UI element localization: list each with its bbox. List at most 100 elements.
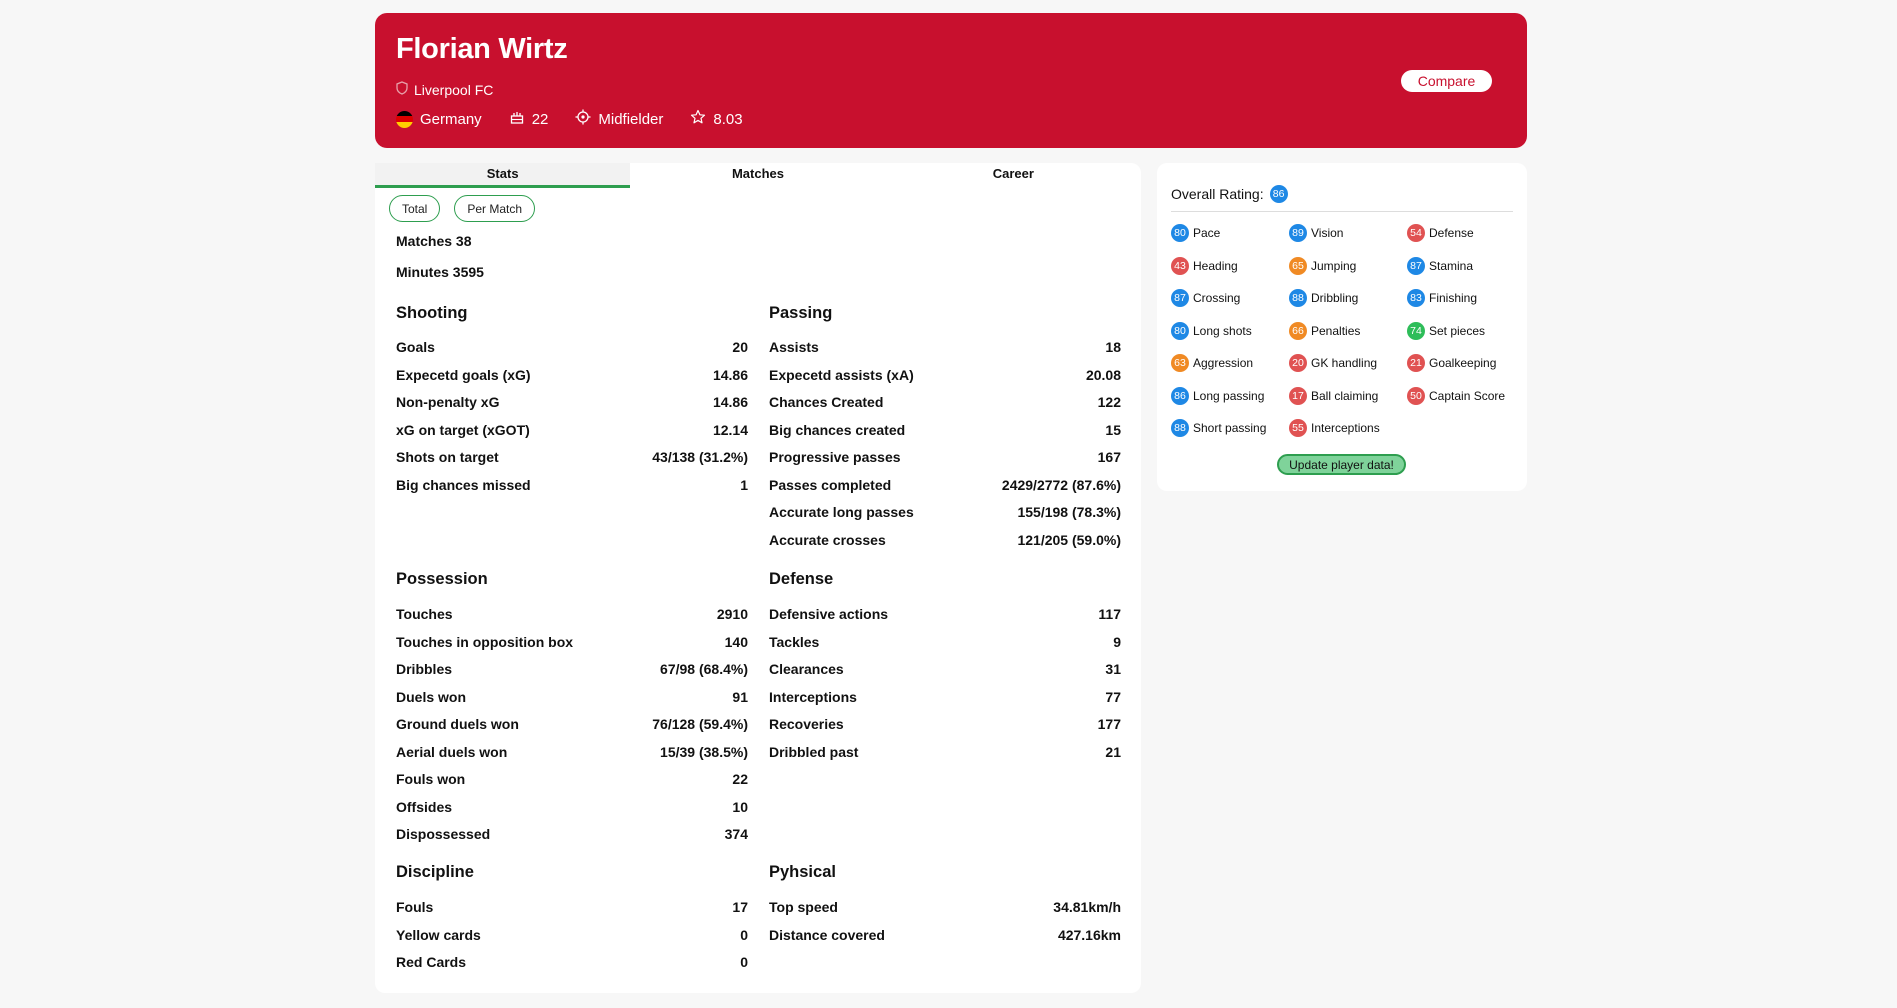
stat-row: Dribbled past 21 xyxy=(769,742,1121,770)
nationality: Germany xyxy=(396,110,482,128)
attribute-badge: 54 xyxy=(1407,224,1425,242)
stat-row: Fouls won 22 xyxy=(396,769,748,797)
stat-value: 91 xyxy=(732,688,748,705)
stat-value: 22 xyxy=(732,771,748,787)
stat-value: 0 xyxy=(740,954,748,970)
attribute-name: Vision xyxy=(1311,226,1344,240)
stat-value: 427.16km xyxy=(1057,926,1121,943)
crosshair-icon xyxy=(575,109,591,129)
stat-label: Defensive actions xyxy=(769,606,889,622)
possession-list: Touches 2910 Touches in opposition box 140 D… xyxy=(396,604,748,852)
stat-label: Offsides xyxy=(396,798,453,815)
stat-value: 34.81km/h xyxy=(1053,899,1121,915)
stat-label: Aerial duels won xyxy=(396,743,508,760)
attribute-item: 54 Defense xyxy=(1407,224,1525,242)
stat-value: 15 xyxy=(1105,421,1121,438)
attribute-name: Goalkeeping xyxy=(1429,356,1497,370)
attribute-name: Defense xyxy=(1429,226,1474,240)
attribute-name: Long passing xyxy=(1193,388,1265,403)
tab-bar: Stats Matches Career xyxy=(375,163,1141,188)
stat-value: 20 xyxy=(732,339,748,355)
compare-button[interactable]: Compare xyxy=(1401,70,1492,92)
stat-row: Defensive actions 117 xyxy=(769,604,1121,632)
passing-list: Assists 18 Expecetd assists (xA) 20.08 Chanc… xyxy=(769,337,1121,557)
attribute-badge: 20 xyxy=(1289,354,1307,372)
attribute-item: 86 Long passing xyxy=(1171,386,1289,405)
total-toggle[interactable]: Total xyxy=(389,195,441,222)
stat-label: Chances Created xyxy=(769,394,884,410)
stat-value: 9 xyxy=(1113,633,1121,650)
stat-row: Expecetd goals (xG) 14.86 xyxy=(396,365,748,393)
stat-label: Recoveries xyxy=(769,716,844,732)
attribute-badge: 88 xyxy=(1289,289,1307,307)
stat-row: Chances Created 122 xyxy=(769,392,1121,420)
stat-row: xG on target (xGOT) 12.14 xyxy=(396,420,748,448)
attribute-badge: 87 xyxy=(1407,256,1425,275)
stat-value: 122 xyxy=(1097,394,1121,410)
attribute-item: 88 Short passing xyxy=(1171,419,1289,437)
stat-label: Dispossessed xyxy=(396,826,491,842)
club-name[interactable]: Liverpool FC xyxy=(414,81,494,98)
stat-label: Expecetd assists (xA) xyxy=(769,366,914,383)
rating-label: 8.03 xyxy=(713,110,743,128)
attribute-item: 80 Pace xyxy=(1171,224,1289,242)
attribute-badge: 63 xyxy=(1171,354,1189,372)
stat-row: Passes completed 2429/2772 (87.6%) xyxy=(769,475,1121,503)
stat-label: Tackles xyxy=(769,633,820,650)
stat-value: 155/198 (78.3%) xyxy=(1017,504,1121,520)
attribute-badge: 66 xyxy=(1289,321,1307,340)
overall-rating: Overall Rating: 86 xyxy=(1171,185,1288,203)
stat-value: 121/205 (59.0%) xyxy=(1017,531,1121,548)
divider xyxy=(1171,211,1513,212)
attribute-item: 65 Jumping xyxy=(1289,256,1407,275)
attribute-item: 55 Interceptions xyxy=(1289,419,1407,437)
player-meta: Germany 22 Midfielder 8.03 xyxy=(396,109,770,129)
matches-summary: Matches 38 xyxy=(396,233,472,249)
stat-value: 31 xyxy=(1105,661,1121,677)
physical-list: Top speed 34.81km/h Distance covered 427.16… xyxy=(769,897,1121,952)
passing-title: Passing xyxy=(769,304,833,322)
attribute-badge: 80 xyxy=(1171,224,1189,242)
tab-career[interactable]: Career xyxy=(992,166,1034,181)
stat-value: 21 xyxy=(1105,743,1121,760)
overall-rating-label: Overall Rating: xyxy=(1171,186,1264,202)
tab-stats[interactable]: Stats xyxy=(375,163,631,188)
stat-value: 14.86 xyxy=(712,366,748,383)
stat-value: 140 xyxy=(724,633,748,650)
attribute-item: 74 Set pieces xyxy=(1407,321,1525,340)
discipline-title: Discipline xyxy=(396,863,474,881)
minutes-summary: Minutes 3595 xyxy=(396,264,484,280)
stat-value: 76/128 (59.4%) xyxy=(652,716,748,732)
stat-label: Fouls xyxy=(396,899,434,915)
stat-label: Expecetd goals (xG) xyxy=(396,366,531,383)
attribute-name: Finishing xyxy=(1429,291,1478,305)
stat-label: Touches xyxy=(396,606,453,622)
stat-value: 67/98 (68.4%) xyxy=(660,661,748,677)
attribute-name: Jumping xyxy=(1311,258,1357,273)
stat-row: Recoveries 177 xyxy=(769,714,1121,742)
stat-label: Shots on target xyxy=(396,449,499,465)
attribute-item: 43 Heading xyxy=(1171,256,1289,275)
update-player-data-button[interactable]: Update player data! xyxy=(1277,454,1406,475)
country-label: Germany xyxy=(420,110,482,128)
attribute-item: 80 Long shots xyxy=(1171,321,1289,340)
stat-label: Clearances xyxy=(769,661,844,677)
stat-label: Big chances created xyxy=(769,421,906,438)
stat-value: 17 xyxy=(732,899,748,915)
stat-row: Dribbles 67/98 (68.4%) xyxy=(396,659,748,687)
stat-label: Assists xyxy=(769,339,819,355)
attribute-name: Dribbling xyxy=(1311,291,1359,305)
attribute-name: Captain Score xyxy=(1429,388,1506,403)
stat-label: Progressive passes xyxy=(769,449,901,465)
attribute-name: Short passing xyxy=(1193,421,1267,435)
tab-matches[interactable]: Matches xyxy=(731,166,784,181)
stat-label: Yellow cards xyxy=(396,926,481,943)
per-match-toggle[interactable]: Per Match xyxy=(454,195,536,222)
stat-label: Fouls won xyxy=(396,771,466,787)
defense-list: Defensive actions 117 Tackles 9 Clearances 31… xyxy=(769,604,1121,769)
stat-label: Non-penalty xG xyxy=(396,394,500,410)
stat-value: 167 xyxy=(1097,449,1121,465)
stat-value: 0 xyxy=(740,926,748,943)
stat-row: Assists 18 xyxy=(769,337,1121,365)
stat-row: Offsides 10 xyxy=(396,797,748,825)
